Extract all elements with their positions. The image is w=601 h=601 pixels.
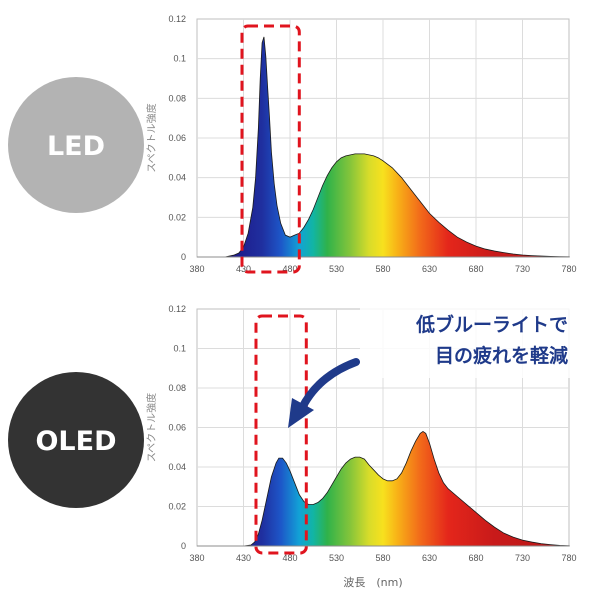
y-tick-label: 0.08 (168, 383, 186, 393)
x-tick-label: 630 (422, 264, 437, 274)
led-badge-circle (8, 77, 144, 213)
y-tick-label: 0.02 (168, 212, 186, 222)
oled-badge-label: OLED (35, 426, 116, 457)
x-tick-label: 680 (468, 553, 483, 563)
x-tick-label: 530 (329, 553, 344, 563)
oled-badge-circle (8, 372, 144, 508)
x-tick-label: 730 (515, 264, 530, 274)
x-tick-label: 680 (468, 264, 483, 274)
y-tick-label: 0.1 (173, 54, 186, 64)
y-tick-label: 0.02 (168, 502, 186, 512)
y-tick-label: 0.12 (168, 14, 186, 24)
led-badge: LED (8, 77, 144, 213)
y-tick-label: 0.04 (168, 462, 186, 472)
blue-light-highlight-box (254, 314, 308, 555)
x-axis-label: 波長 (nm) (343, 576, 402, 589)
y-tick-label: 0.08 (168, 93, 186, 103)
x-tick-label: 780 (561, 264, 576, 274)
callout-line2: 目の疲れを軽減 (435, 344, 568, 367)
x-tick-label: 580 (375, 264, 390, 274)
callout: 低ブルーライトで 目の疲れを軽減 (288, 306, 576, 428)
callout-line1: 低ブルーライトで (415, 313, 568, 336)
x-tick-label: 780 (561, 553, 576, 563)
x-tick-label: 630 (422, 553, 437, 563)
y-tick-label: 0.06 (168, 133, 186, 143)
x-tick-label: 480 (282, 553, 297, 563)
callout-arrow-shaft (298, 358, 360, 412)
spectrum-area (234, 430, 570, 547)
x-tick-label: 480 (282, 264, 297, 274)
x-tick-label: 730 (515, 553, 530, 563)
x-tick-label: 580 (375, 553, 390, 563)
x-tick-label: 380 (189, 264, 204, 274)
x-tick-label: 430 (236, 264, 251, 274)
callout-arrow-head-icon (288, 398, 314, 428)
blue-light-highlight-box (240, 24, 301, 274)
x-tick-label: 380 (189, 553, 204, 563)
y-tick-label: 0.12 (168, 304, 186, 314)
y-axis-label: スペクトル強度 (145, 393, 158, 462)
y-tick-label: 0.1 (173, 344, 186, 354)
y-tick-label: 0 (181, 541, 186, 551)
x-tick-label: 430 (236, 553, 251, 563)
y-tick-label: 0 (181, 252, 186, 262)
oled-badge: OLED (8, 372, 144, 508)
y-tick-label: 0.06 (168, 423, 186, 433)
spectrum-area (215, 36, 570, 258)
x-tick-label: 530 (329, 264, 344, 274)
y-tick-label: 0.04 (168, 173, 186, 183)
led-badge-label: LED (47, 131, 105, 162)
led-spectrum-chart: 380 430 480 530 580 630 680 730 780 0 0.02 0.04 0.06… (145, 14, 577, 274)
callout-backdrop (360, 306, 576, 378)
y-axis-label: スペクトル強度 (145, 103, 158, 172)
